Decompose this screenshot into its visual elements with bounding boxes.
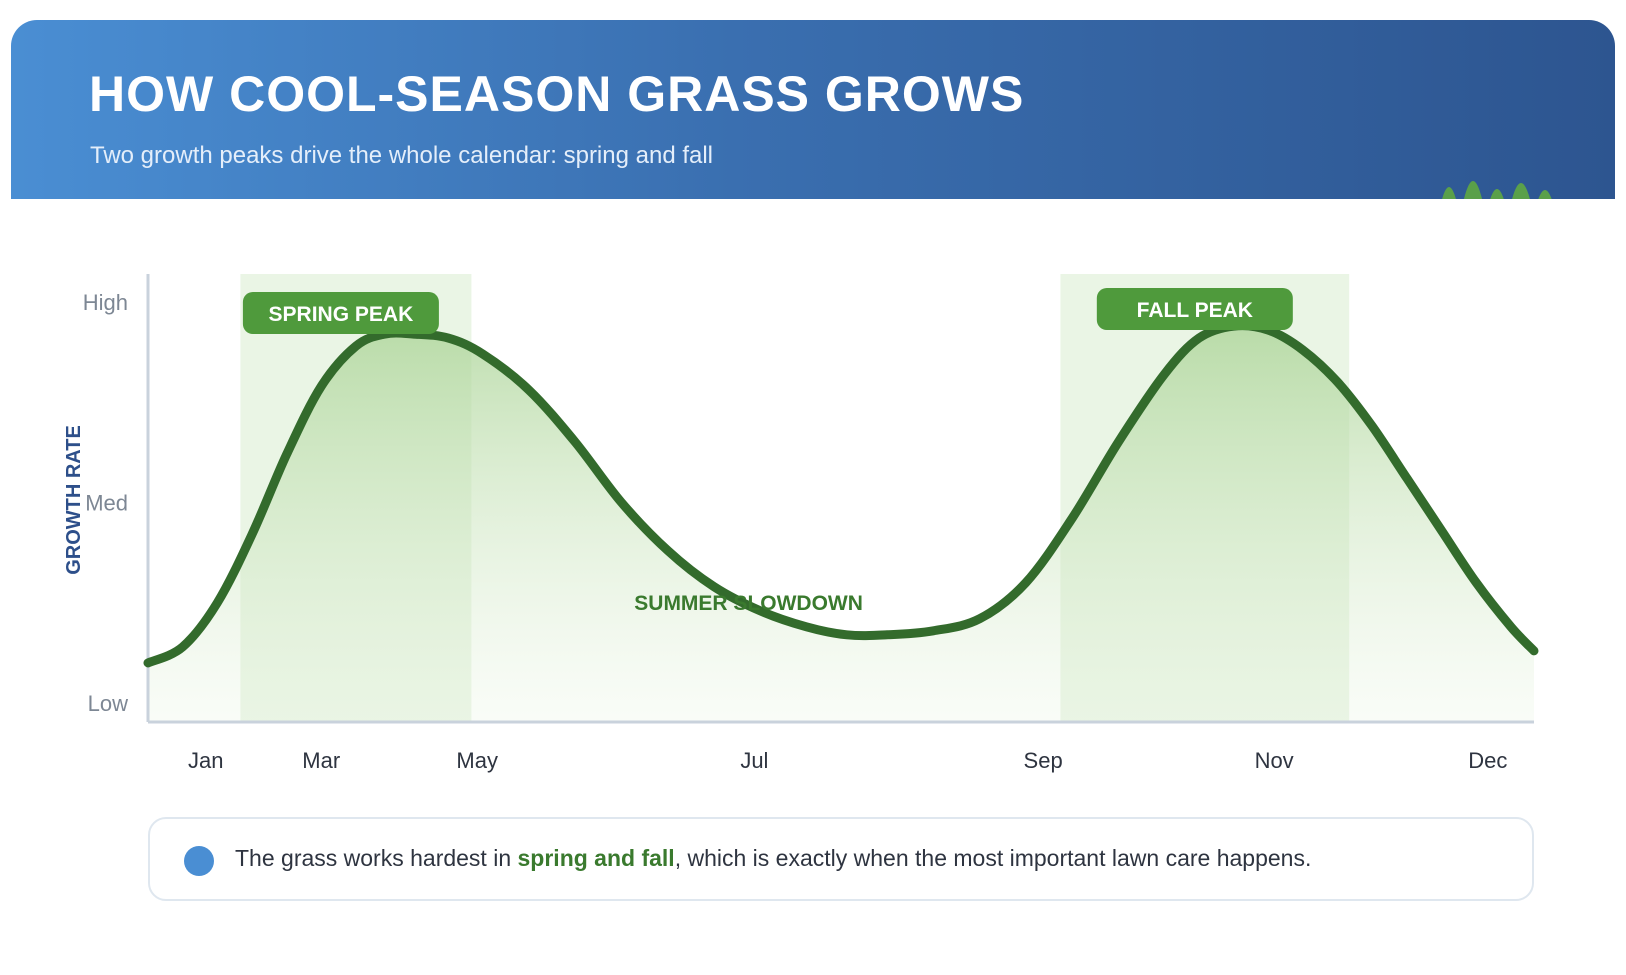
callout-text-before: The grass works hardest in — [235, 845, 518, 871]
header-banner: HOW COOL-SEASON GRASS GROWS Two growth p… — [11, 20, 1615, 199]
peak-label-fall: FALL PEAK — [1096, 288, 1293, 330]
callout-box: The grass works hardest in spring and fa… — [148, 817, 1534, 901]
page-title: HOW COOL-SEASON GRASS GROWS — [89, 66, 1025, 122]
x-tick-jul: Jul — [740, 748, 768, 773]
y-axis-title: GROWTH RATE — [63, 425, 85, 575]
callout-highlight: spring and fall — [517, 845, 675, 871]
info-dot-icon — [184, 846, 214, 876]
y-tick-high: High — [83, 290, 128, 315]
peak-label-text: FALL PEAK — [1137, 299, 1253, 322]
growth-curve — [143, 321, 1539, 668]
x-tick-may: May — [456, 748, 498, 773]
callout-text-after: , which is exactly when the most importa… — [674, 845, 1312, 871]
callout-text: The grass works hardest in spring and fa… — [235, 845, 1311, 872]
page-subtitle: Two growth peaks drive the whole calenda… — [90, 142, 714, 169]
x-tick-nov: Nov — [1255, 748, 1294, 773]
annotation-summer-slowdown: SUMMER SLOWDOWN — [634, 592, 863, 615]
y-tick-low: Low — [88, 691, 128, 716]
grass-icon — [1442, 181, 1552, 199]
x-tick-dec: Dec — [1468, 748, 1507, 773]
x-tick-jan: Jan — [188, 748, 223, 773]
growth-area — [148, 325, 1534, 722]
x-tick-mar: Mar — [302, 748, 340, 773]
peak-label-spring: SPRING PEAK — [242, 292, 439, 334]
growth-chart: Low Med High Jan Mar May Jul Sep Nov Dec SPRING PE… — [63, 274, 1539, 773]
x-tick-sep: Sep — [1024, 748, 1063, 773]
peak-label-text: SPRING PEAK — [269, 303, 414, 326]
y-tick-med: Med — [85, 491, 128, 516]
